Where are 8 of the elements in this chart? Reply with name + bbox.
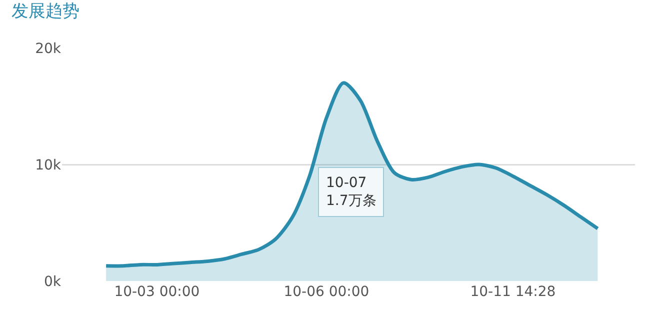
- x-tick-label: 10-11 14:28: [470, 284, 556, 300]
- y-tick-label: 10k: [35, 157, 62, 174]
- x-tick-label: 10-06 00:00: [284, 284, 370, 300]
- y-tick-label: 20k: [35, 40, 62, 57]
- chart-title: 发展趋势: [12, 2, 80, 22]
- x-tick-label: 10-03 00:00: [114, 284, 200, 300]
- y-tick-label: 0k: [44, 274, 62, 290]
- annotation: 10-07 1.7万条: [326, 175, 376, 210]
